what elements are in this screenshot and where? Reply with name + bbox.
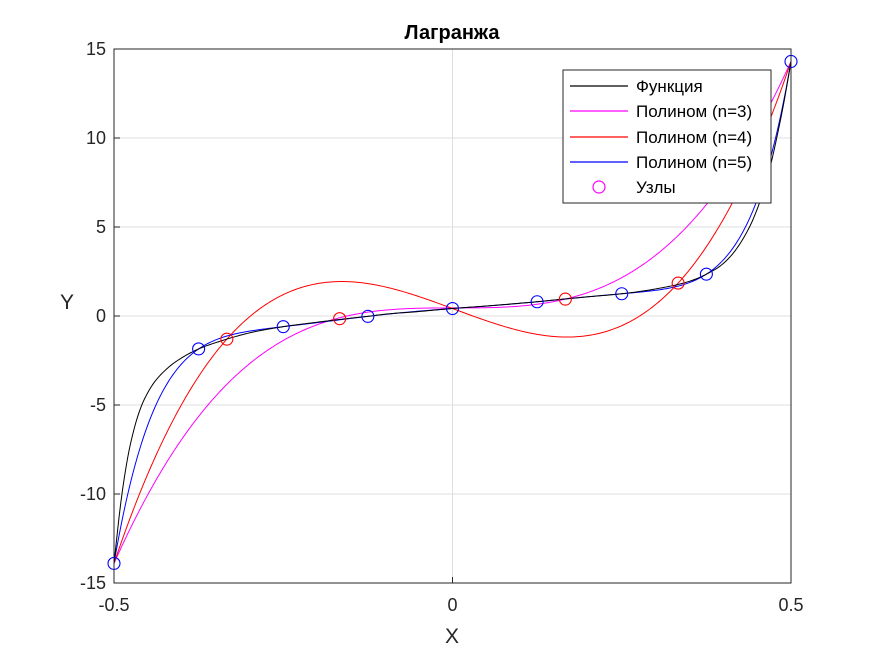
- y-tick-label-4: 5: [96, 217, 106, 237]
- y-tick-label-6: 15: [86, 39, 106, 59]
- node-marker-5-7: [699, 267, 713, 281]
- legend-label-function: Функция: [636, 77, 703, 96]
- x-tick-label-2: 0.5: [778, 595, 803, 615]
- node-marker-4-2: [558, 292, 572, 306]
- node-marker-5-6: [615, 287, 629, 301]
- x-axis-label: X: [445, 625, 459, 648]
- y-axis-label: Y: [60, 291, 74, 314]
- x-tick-labels: -0.5 0 0.5: [98, 595, 803, 615]
- chart-title: Лагранжа: [405, 22, 501, 44]
- x-tick-label-1: 0: [447, 595, 457, 615]
- curves: [113, 61, 792, 564]
- y-tick-label-1: -10: [80, 484, 106, 504]
- x-tick-label-0: -0.5: [98, 595, 129, 615]
- legend-label-poly-4: Полином (n=4): [636, 128, 752, 147]
- node-marker-4-0: [220, 332, 234, 346]
- y-tick-label-3: 0: [96, 306, 106, 326]
- legend-label-poly-5: Полином (n=5): [636, 153, 752, 172]
- node-marker-5-5: [530, 295, 544, 309]
- y-tick-label-5: 10: [86, 128, 106, 148]
- ticks: [113, 48, 792, 584]
- y-tick-label-2: -5: [90, 395, 106, 415]
- curve-poly-3: [113, 61, 792, 564]
- legend-label-nodes: Узлы: [636, 178, 676, 197]
- node-marker-5-2: [276, 320, 290, 334]
- y-tick-labels: -15 -10 -5 0 5 10 15: [80, 39, 106, 593]
- node-marker-4-1: [333, 312, 347, 326]
- legend: Функция Полином (n=3) Полином (n=4) Поли…: [562, 69, 772, 204]
- y-tick-label-0: -15: [80, 573, 106, 593]
- legend-swatch-nodes: [592, 180, 606, 194]
- node-marker-5-4: [445, 301, 460, 316]
- node-marker-5-1: [192, 342, 206, 356]
- node-marker-4-3: [671, 276, 685, 290]
- curve-function: [113, 61, 792, 564]
- legend-label-poly-3: Полином (n=3): [636, 102, 752, 121]
- node-marker-5-3: [361, 309, 375, 323]
